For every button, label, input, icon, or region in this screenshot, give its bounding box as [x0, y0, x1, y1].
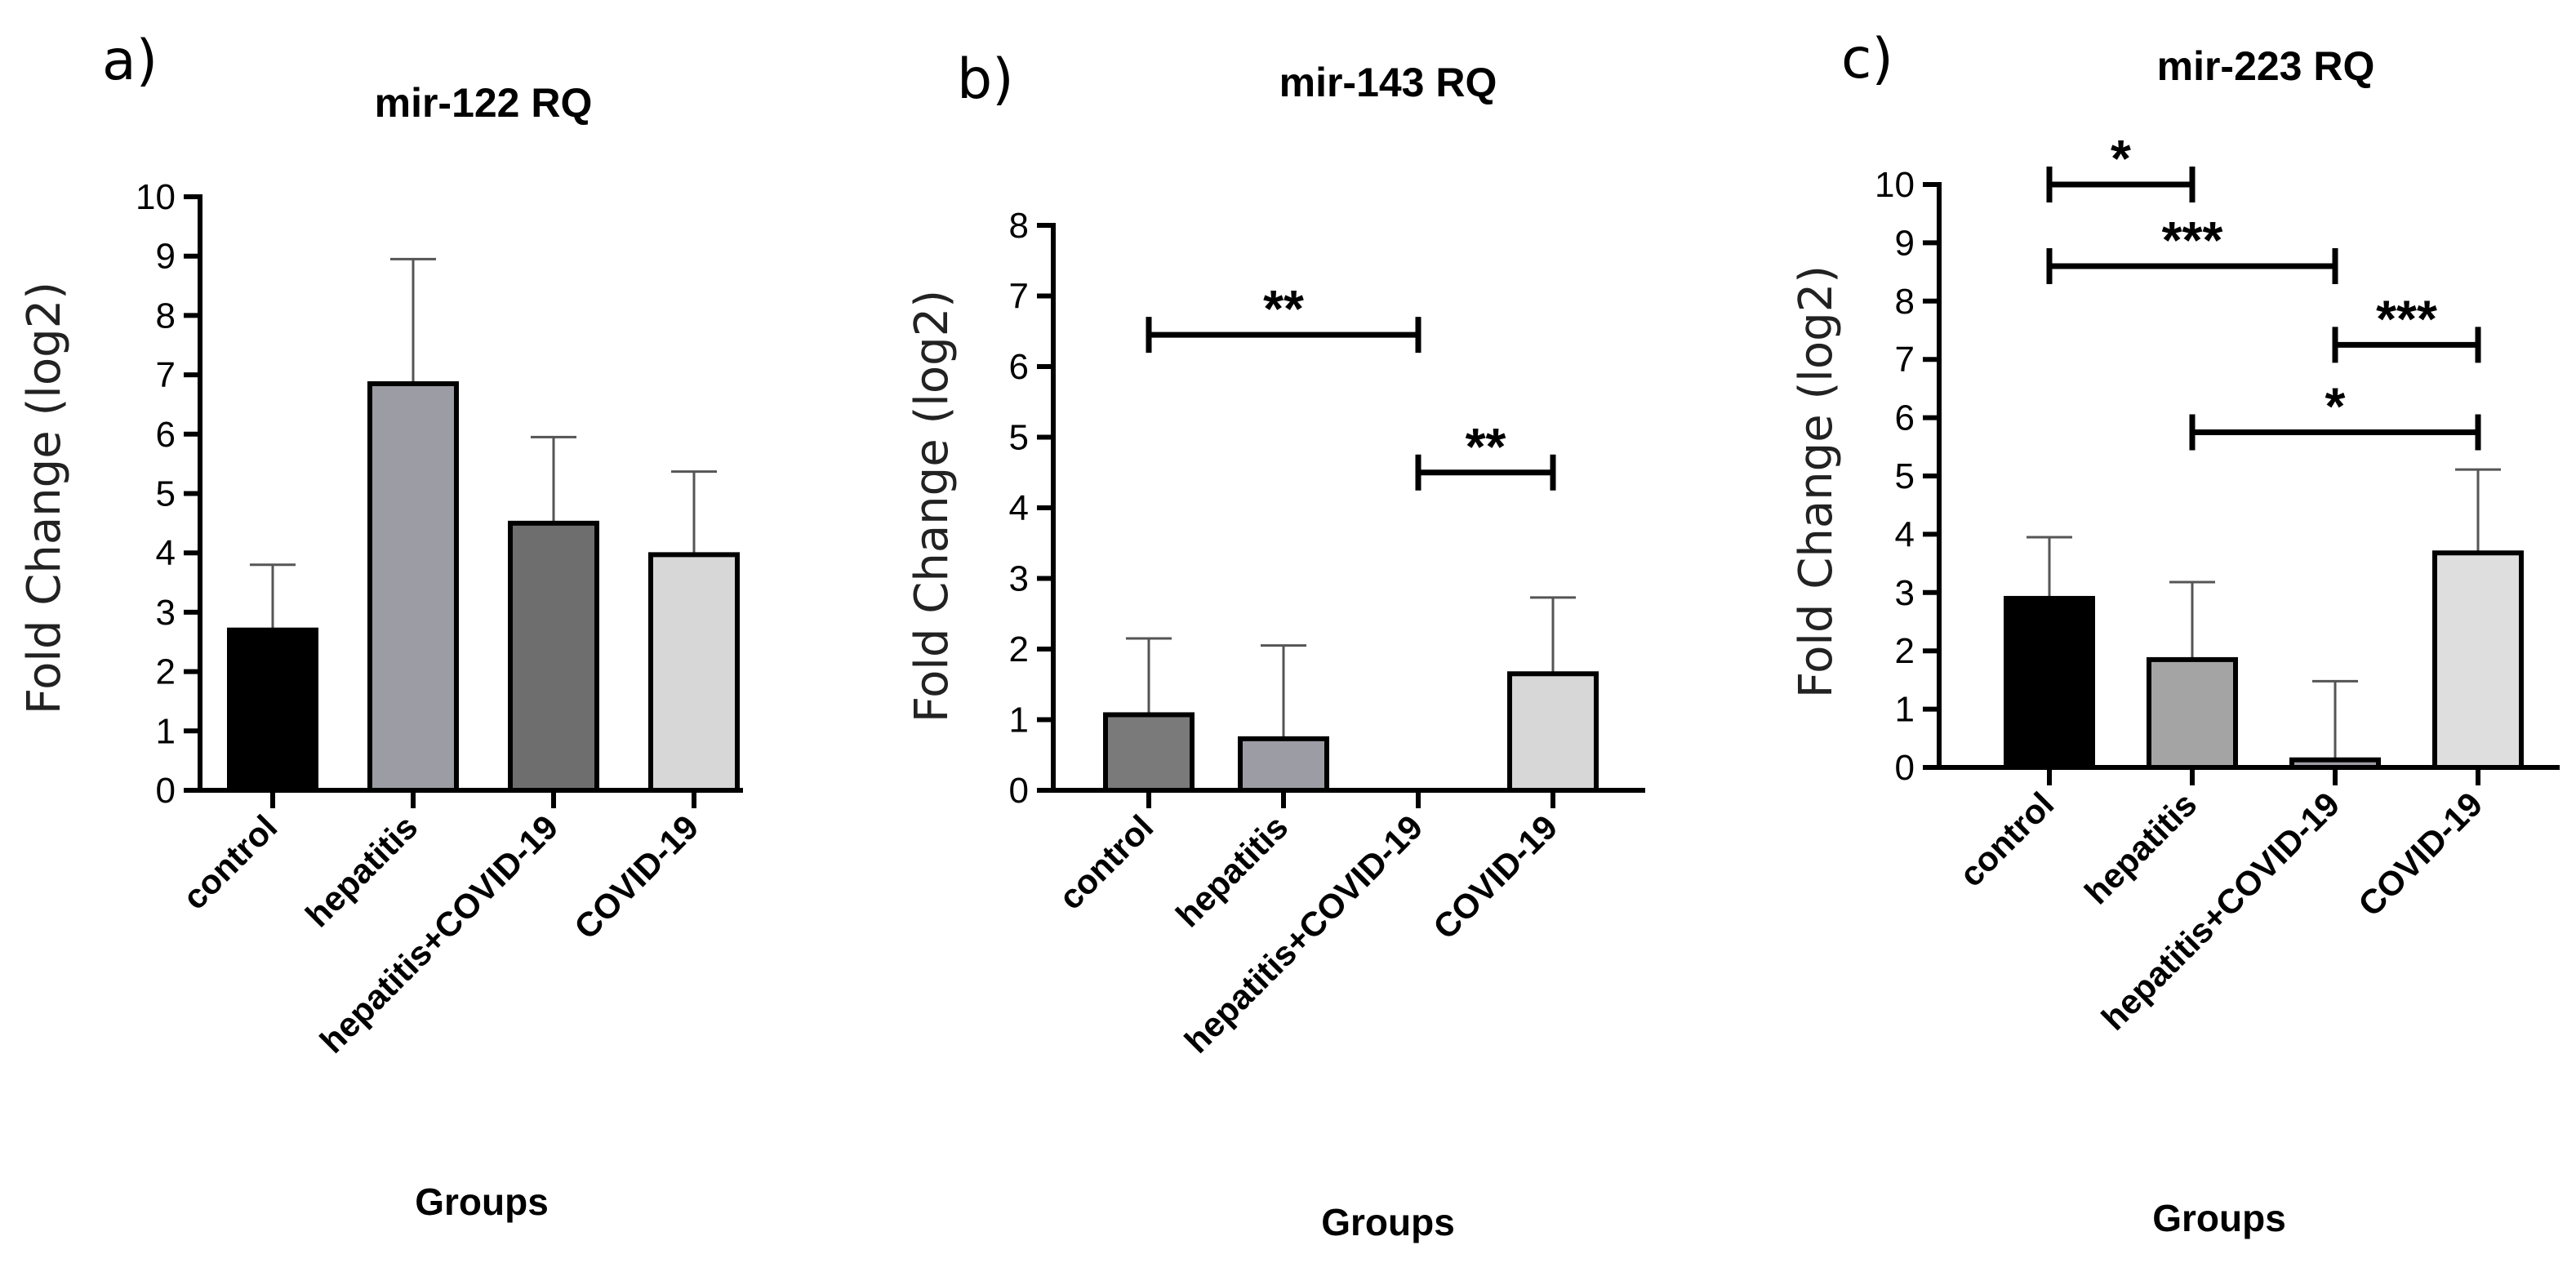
panel-letter-c: c) — [1841, 27, 1893, 91]
y-tick-label-b: 4 — [1009, 488, 1029, 528]
bar-c-3 — [2432, 550, 2524, 770]
y-axis-label-b: Fold Change (log2) — [905, 290, 959, 723]
y-tick-label-c: 6 — [1895, 398, 1915, 438]
category-label-c: hepatitis+COVID-19 — [2094, 785, 2347, 1038]
y-tick-label-b: 5 — [1009, 418, 1029, 458]
plot-area-c: 0 1 2 3 4 5 6 7 8 9 10 control hepatitishepatitis+CO… — [1875, 129, 2560, 1038]
y-tick-label-c: 5 — [1895, 456, 1915, 496]
y-tick-label-c: 4 — [1895, 514, 1915, 554]
bar-b-3 — [1507, 671, 1599, 794]
y-tick-label-a: 9 — [156, 237, 176, 277]
category-label-b: hepatitis — [1168, 807, 1295, 934]
category-label-a: control — [175, 807, 284, 917]
significance-label-c: * — [2325, 376, 2346, 435]
y-tick-label-a: 5 — [156, 474, 176, 514]
bar-a-3 — [648, 552, 740, 793]
y-tick-label-a: 6 — [156, 415, 176, 455]
y-tick-label-c: 8 — [1895, 282, 1915, 322]
y-tick-label-c: 0 — [1895, 748, 1915, 788]
category-label-a: COVID-19 — [567, 807, 705, 946]
category-label-a: hepatitis+COVID-19 — [313, 807, 566, 1061]
y-tick-label-c: 3 — [1895, 573, 1915, 613]
y-tick-label-b: 7 — [1009, 277, 1029, 317]
significance-label-b: ** — [1466, 417, 1506, 476]
y-tick-label-a: 0 — [156, 771, 176, 811]
category-label-a: hepatitis — [298, 807, 425, 934]
category-label-b: COVID-19 — [1426, 807, 1564, 946]
y-tick-label-a: 10 — [136, 177, 176, 217]
y-tick-label-a: 1 — [156, 711, 176, 751]
x-axis-label-b: Groups — [1321, 1201, 1455, 1243]
bar-a-0 — [227, 627, 318, 794]
bar-a-1 — [367, 381, 459, 793]
bar-c-0 — [2004, 595, 2095, 770]
y-tick-label-a: 3 — [156, 593, 176, 633]
category-label-c: control — [1951, 785, 2061, 894]
chart-title-a: mir-122 RQ — [375, 80, 593, 126]
plot-area-a: 0 1 2 3 4 5 6 7 8 9 10 control hepatitishepatitis+CO… — [136, 177, 743, 1061]
category-label-c: hepatitis — [2077, 785, 2204, 911]
plot-area-b: 0 1 2 3 4 5 6 7 8 control hepatitishepatitis+COVID… — [1009, 206, 1645, 1061]
y-tick-label-a: 2 — [156, 652, 176, 692]
category-label-b: control — [1051, 807, 1160, 917]
panel-letter-b: b) — [957, 47, 1014, 112]
category-label-b: hepatitis+COVID-19 — [1177, 807, 1430, 1061]
y-tick-label-c: 2 — [1895, 631, 1915, 671]
panel-letter-a: a) — [102, 29, 158, 93]
y-tick-label-b: 0 — [1009, 771, 1029, 811]
significance-label-c: *** — [2376, 289, 2437, 348]
bar-a-2 — [508, 520, 599, 793]
y-tick-label-b: 3 — [1009, 559, 1029, 599]
y-axis-label-a: Fold Change (log2) — [18, 282, 71, 714]
panel-c: c) mir-223 RQ Fold Change (log2) Groups … — [1790, 27, 2560, 1239]
y-tick-label-b: 6 — [1009, 347, 1029, 387]
bar-b-0 — [1103, 712, 1195, 794]
y-tick-label-b: 2 — [1009, 629, 1029, 669]
y-tick-label-c: 7 — [1895, 340, 1915, 380]
y-tick-label-c: 9 — [1895, 223, 1915, 263]
bar-c-1 — [2147, 656, 2238, 770]
significance-label-b: ** — [1263, 279, 1304, 338]
panel-a: a) mir-122 RQ Fold Change (log2) Groups … — [18, 29, 743, 1223]
y-tick-label-b: 1 — [1009, 700, 1029, 740]
significance-label-c: * — [2111, 129, 2131, 188]
y-tick-label-a: 4 — [156, 533, 176, 573]
y-tick-label-b: 8 — [1009, 206, 1029, 246]
bar-c-2 — [2289, 757, 2381, 771]
significance-label-c: *** — [2162, 211, 2223, 269]
chart-title-c: mir-223 RQ — [2157, 43, 2375, 89]
panel-b: b) mir-143 RQ Fold Change (log2) Groups … — [905, 47, 1645, 1243]
bar-b-1 — [1238, 736, 1329, 793]
y-tick-label-c: 1 — [1895, 690, 1915, 730]
x-axis-label-a: Groups — [415, 1181, 549, 1223]
chart-title-b: mir-143 RQ — [1279, 60, 1497, 105]
y-tick-label-a: 7 — [156, 355, 176, 395]
category-label-c: COVID-19 — [2351, 785, 2489, 923]
y-axis-label-c: Fold Change (log2) — [1790, 265, 1843, 698]
y-tick-label-c: 10 — [1875, 165, 1915, 205]
y-tick-label-a: 8 — [156, 296, 176, 336]
x-axis-label-c: Groups — [2152, 1197, 2286, 1239]
